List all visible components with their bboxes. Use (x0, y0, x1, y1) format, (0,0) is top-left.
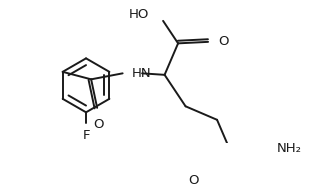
Text: O: O (218, 35, 229, 48)
Text: F: F (82, 129, 90, 142)
Text: HO: HO (129, 8, 150, 21)
Text: NH₂: NH₂ (277, 142, 302, 155)
Text: HN: HN (132, 67, 151, 80)
Text: O: O (188, 174, 198, 187)
Text: O: O (93, 118, 104, 131)
